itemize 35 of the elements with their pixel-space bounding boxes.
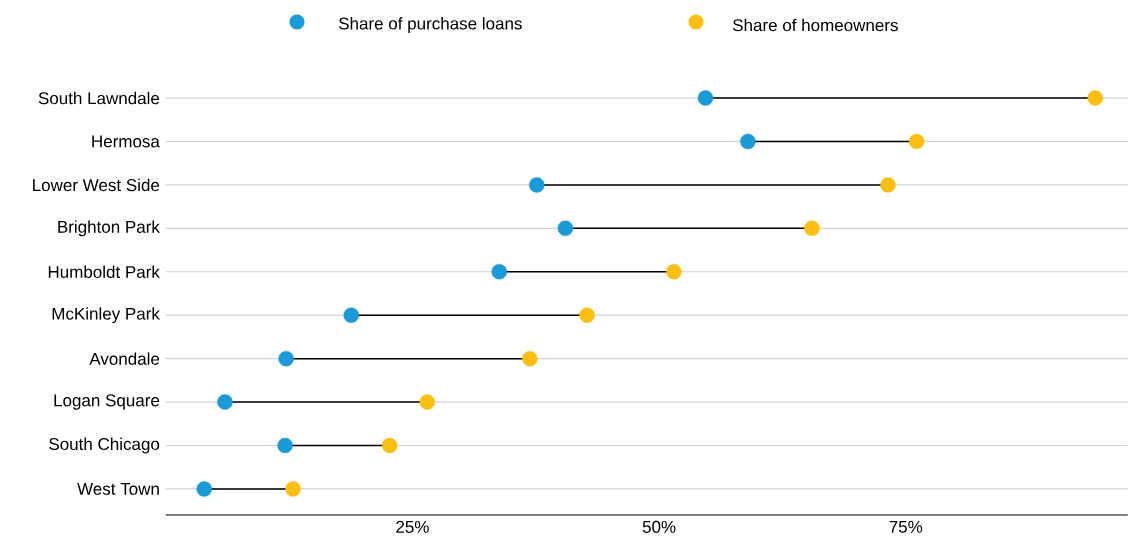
point <box>382 437 398 454</box>
y-tick-label: South Chicago <box>49 437 160 454</box>
y-tick-label: Logan Square <box>54 394 160 410</box>
point <box>557 220 574 237</box>
point <box>343 307 359 323</box>
point <box>285 481 301 497</box>
y-tick-label: Lower West Side <box>33 178 160 192</box>
y-tick-label: West Town <box>77 482 159 495</box>
y-tick-label: Humboldt Park <box>48 265 160 279</box>
legend-label: Share of purchase loans <box>338 17 522 33</box>
point <box>880 177 896 193</box>
point <box>491 264 507 280</box>
y-tick-label: South Lawndale <box>38 91 160 105</box>
x-tick-label: 75% <box>889 520 923 533</box>
legend-label: Share of homeowners <box>732 18 898 32</box>
point <box>697 90 714 106</box>
point <box>278 350 294 367</box>
y-tick-label: Brighton Park <box>58 220 160 237</box>
point <box>529 177 545 193</box>
point <box>1087 90 1103 106</box>
point <box>740 133 756 150</box>
point <box>804 220 820 237</box>
y-tick-label: Avondale <box>89 352 160 365</box>
y-tick-label: McKinley Park <box>52 307 160 324</box>
point <box>908 133 925 150</box>
y-tick-label: Hermosa <box>92 135 160 148</box>
point <box>522 350 538 367</box>
point <box>196 481 212 497</box>
point <box>579 307 595 323</box>
point <box>419 394 435 410</box>
point <box>666 264 682 280</box>
x-tick-label: 50% <box>642 520 676 533</box>
point <box>277 437 293 454</box>
point <box>217 394 233 410</box>
x-tick-label: 25% <box>396 520 429 533</box>
